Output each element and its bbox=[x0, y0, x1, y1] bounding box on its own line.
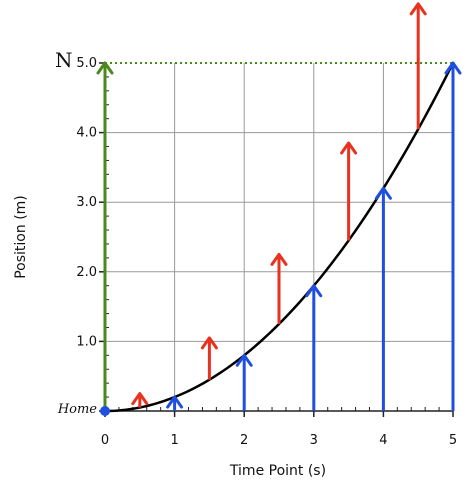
displacement-arrows bbox=[131, 2, 427, 408]
tick-labels: 0 1 2 3 4 5 1.0 2.0 3.0 4.0 5.0 bbox=[76, 56, 457, 448]
north-reference bbox=[96, 61, 453, 411]
y-tick-label: 1.0 bbox=[76, 334, 97, 349]
position-arrow-head bbox=[374, 186, 392, 200]
position-arrow-head bbox=[235, 353, 253, 367]
y-axis-title: Position (m) bbox=[13, 195, 29, 279]
home-label: Home bbox=[57, 402, 97, 417]
displacement-arrow bbox=[200, 336, 218, 380]
x-tick-label: 3 bbox=[310, 433, 318, 448]
home-dot bbox=[100, 406, 110, 416]
position-arrow bbox=[374, 186, 392, 411]
position-curve bbox=[104, 62, 455, 413]
displacement-arrow bbox=[270, 252, 288, 324]
x-tick-label: 0 bbox=[101, 433, 109, 448]
x-tick-label: 4 bbox=[379, 433, 387, 448]
position-arrow bbox=[444, 61, 462, 411]
x-tick-label: 1 bbox=[170, 433, 178, 448]
x-tick-label: 2 bbox=[240, 433, 248, 448]
north-arrow bbox=[96, 61, 114, 411]
x-tick-label: 5 bbox=[449, 433, 457, 448]
position-arrow-head bbox=[444, 61, 462, 75]
north-arrow-head bbox=[96, 61, 114, 75]
displacement-arrow-head bbox=[270, 252, 288, 266]
position-arrow bbox=[305, 284, 323, 411]
displacement-arrow-head bbox=[340, 141, 358, 155]
position-arrow bbox=[166, 395, 184, 411]
north-label: N bbox=[55, 48, 73, 72]
displacement-arrow-head bbox=[131, 392, 149, 406]
displacement-arrow-head bbox=[409, 2, 427, 16]
displacement-arrow bbox=[131, 392, 149, 408]
grid bbox=[99, 62, 454, 417]
y-tick-label: 5.0 bbox=[76, 56, 97, 71]
curve-path bbox=[104, 62, 455, 413]
position-arrows bbox=[100, 61, 462, 416]
displacement-arrow bbox=[409, 2, 427, 130]
y-tick-label: 4.0 bbox=[76, 126, 97, 141]
position-arrow bbox=[235, 353, 253, 411]
x-axis-title: Time Point (s) bbox=[229, 463, 326, 479]
displacement-arrow-head bbox=[200, 336, 218, 350]
displacement-arrow bbox=[340, 141, 358, 241]
y-tick-label: 3.0 bbox=[76, 195, 97, 210]
position-arrow-head bbox=[166, 395, 184, 409]
position-arrow-head bbox=[305, 284, 323, 298]
y-tick-label: 2.0 bbox=[76, 265, 97, 280]
